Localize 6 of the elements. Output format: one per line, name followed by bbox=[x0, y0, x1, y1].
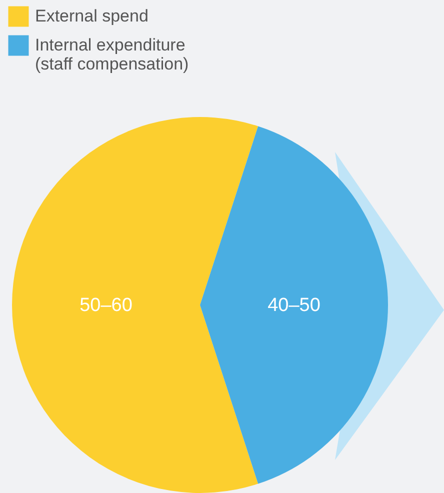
data-label: 50–60 bbox=[80, 295, 132, 316]
pie-slice bbox=[12, 117, 258, 493]
pie-slice bbox=[200, 126, 388, 484]
legend-label: External spend bbox=[35, 6, 148, 26]
legend-label: Internal expenditure (staff compensation) bbox=[35, 36, 189, 74]
data-label: 40–50 bbox=[268, 295, 320, 316]
